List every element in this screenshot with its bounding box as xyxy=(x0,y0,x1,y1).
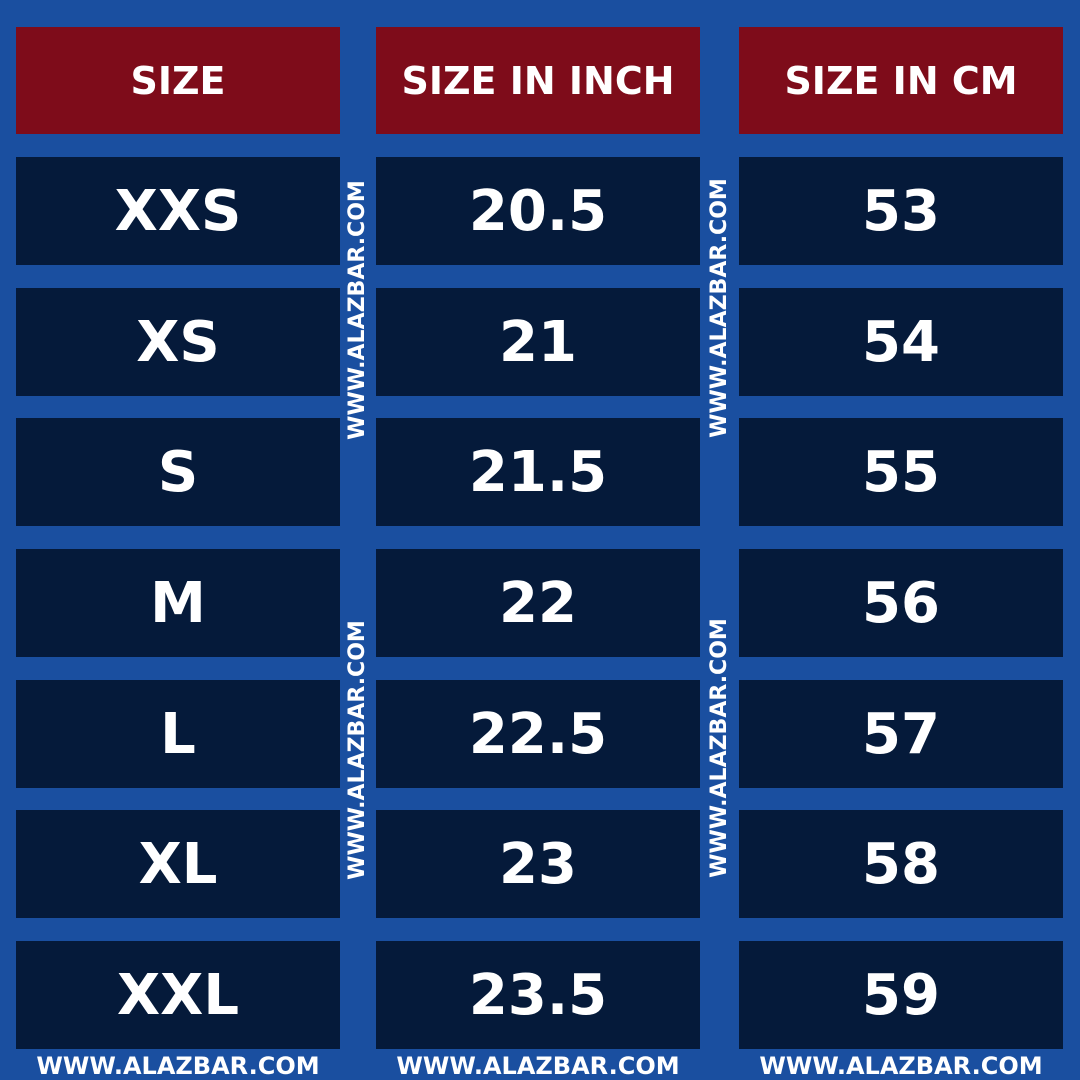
table-cell: M xyxy=(16,549,340,657)
table-cell: 55 xyxy=(739,418,1063,526)
table-cell: 56 xyxy=(739,549,1063,657)
table-cell: 23 xyxy=(376,810,700,918)
table-cell: XXL xyxy=(16,941,340,1049)
table-cell: XXS xyxy=(16,157,340,265)
table-cell: 54 xyxy=(739,288,1063,396)
table-cell: 53 xyxy=(739,157,1063,265)
table-cell: 21.5 xyxy=(376,418,700,526)
table-cell: XL xyxy=(16,810,340,918)
table-cell: 20.5 xyxy=(376,157,700,265)
watermark: WWW.ALAZBAR.COM xyxy=(36,1052,320,1080)
table-cell: XS xyxy=(16,288,340,396)
table-cell: 59 xyxy=(739,941,1063,1049)
watermark: WWW.ALAZBAR.COM xyxy=(707,178,732,438)
table-cell: 57 xyxy=(739,680,1063,788)
watermark: WWW.ALAZBAR.COM xyxy=(345,620,370,880)
table-cell: 58 xyxy=(739,810,1063,918)
watermark: WWW.ALAZBAR.COM xyxy=(707,618,732,878)
watermark: WWW.ALAZBAR.COM xyxy=(396,1052,680,1080)
table-cell: L xyxy=(16,680,340,788)
header-cell: SIZE IN CM xyxy=(739,27,1063,134)
header-cell: SIZE IN INCH xyxy=(376,27,700,134)
watermark: WWW.ALAZBAR.COM xyxy=(345,180,370,440)
table-cell: 22.5 xyxy=(376,680,700,788)
watermark: WWW.ALAZBAR.COM xyxy=(759,1052,1043,1080)
table-cell: 22 xyxy=(376,549,700,657)
table-cell: S xyxy=(16,418,340,526)
table-cell: 23.5 xyxy=(376,941,700,1049)
table-cell: 21 xyxy=(376,288,700,396)
header-cell: SIZE xyxy=(16,27,340,134)
